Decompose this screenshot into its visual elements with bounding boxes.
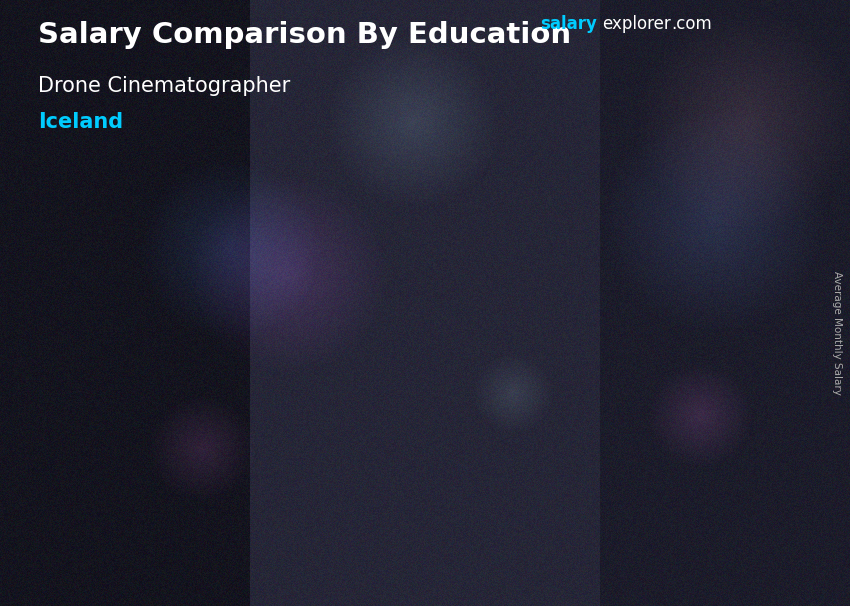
Text: Average Monthly Salary: Average Monthly Salary: [832, 271, 842, 395]
Bar: [110, 526, 199, 533]
Text: Iceland: Iceland: [38, 112, 123, 132]
Bar: [110, 388, 199, 533]
Bar: [453, 521, 543, 533]
Text: Salary Comparison By Education: Salary Comparison By Education: [38, 21, 571, 49]
Text: +31%: +31%: [530, 85, 587, 104]
Text: 642,000 ISK: 642,000 ISK: [456, 265, 540, 279]
Bar: [110, 388, 199, 391]
Text: explorer: explorer: [602, 15, 671, 33]
Bar: [281, 364, 371, 366]
Bar: [281, 525, 371, 533]
Text: High School: High School: [110, 554, 197, 569]
Text: +45%: +45%: [362, 154, 421, 172]
Text: 443,000 ISK: 443,000 ISK: [285, 341, 367, 355]
Text: .com: .com: [672, 15, 712, 33]
Bar: [626, 517, 715, 533]
Bar: [453, 287, 460, 533]
Bar: [672, 42, 685, 148]
Text: Bachelor's
Degree: Bachelor's Degree: [460, 554, 536, 587]
Text: 377,000 ISK: 377,000 ISK: [112, 367, 196, 381]
Bar: [674, 42, 682, 148]
Bar: [626, 211, 715, 216]
Text: salary: salary: [540, 15, 597, 33]
Bar: [642, 84, 740, 107]
Bar: [281, 364, 287, 533]
Bar: [626, 211, 715, 533]
Bar: [626, 211, 632, 533]
Bar: [281, 364, 371, 533]
Bar: [453, 287, 543, 291]
Bar: [110, 388, 116, 533]
Text: Certificate or
Diploma: Certificate or Diploma: [278, 554, 374, 587]
Text: +18%: +18%: [190, 230, 248, 248]
Text: Master's
Degree: Master's Degree: [639, 554, 701, 587]
Bar: [642, 88, 740, 102]
Bar: [453, 287, 543, 533]
Text: 841,000 ISK: 841,000 ISK: [628, 188, 711, 202]
Text: Drone Cinematographer: Drone Cinematographer: [38, 76, 291, 96]
